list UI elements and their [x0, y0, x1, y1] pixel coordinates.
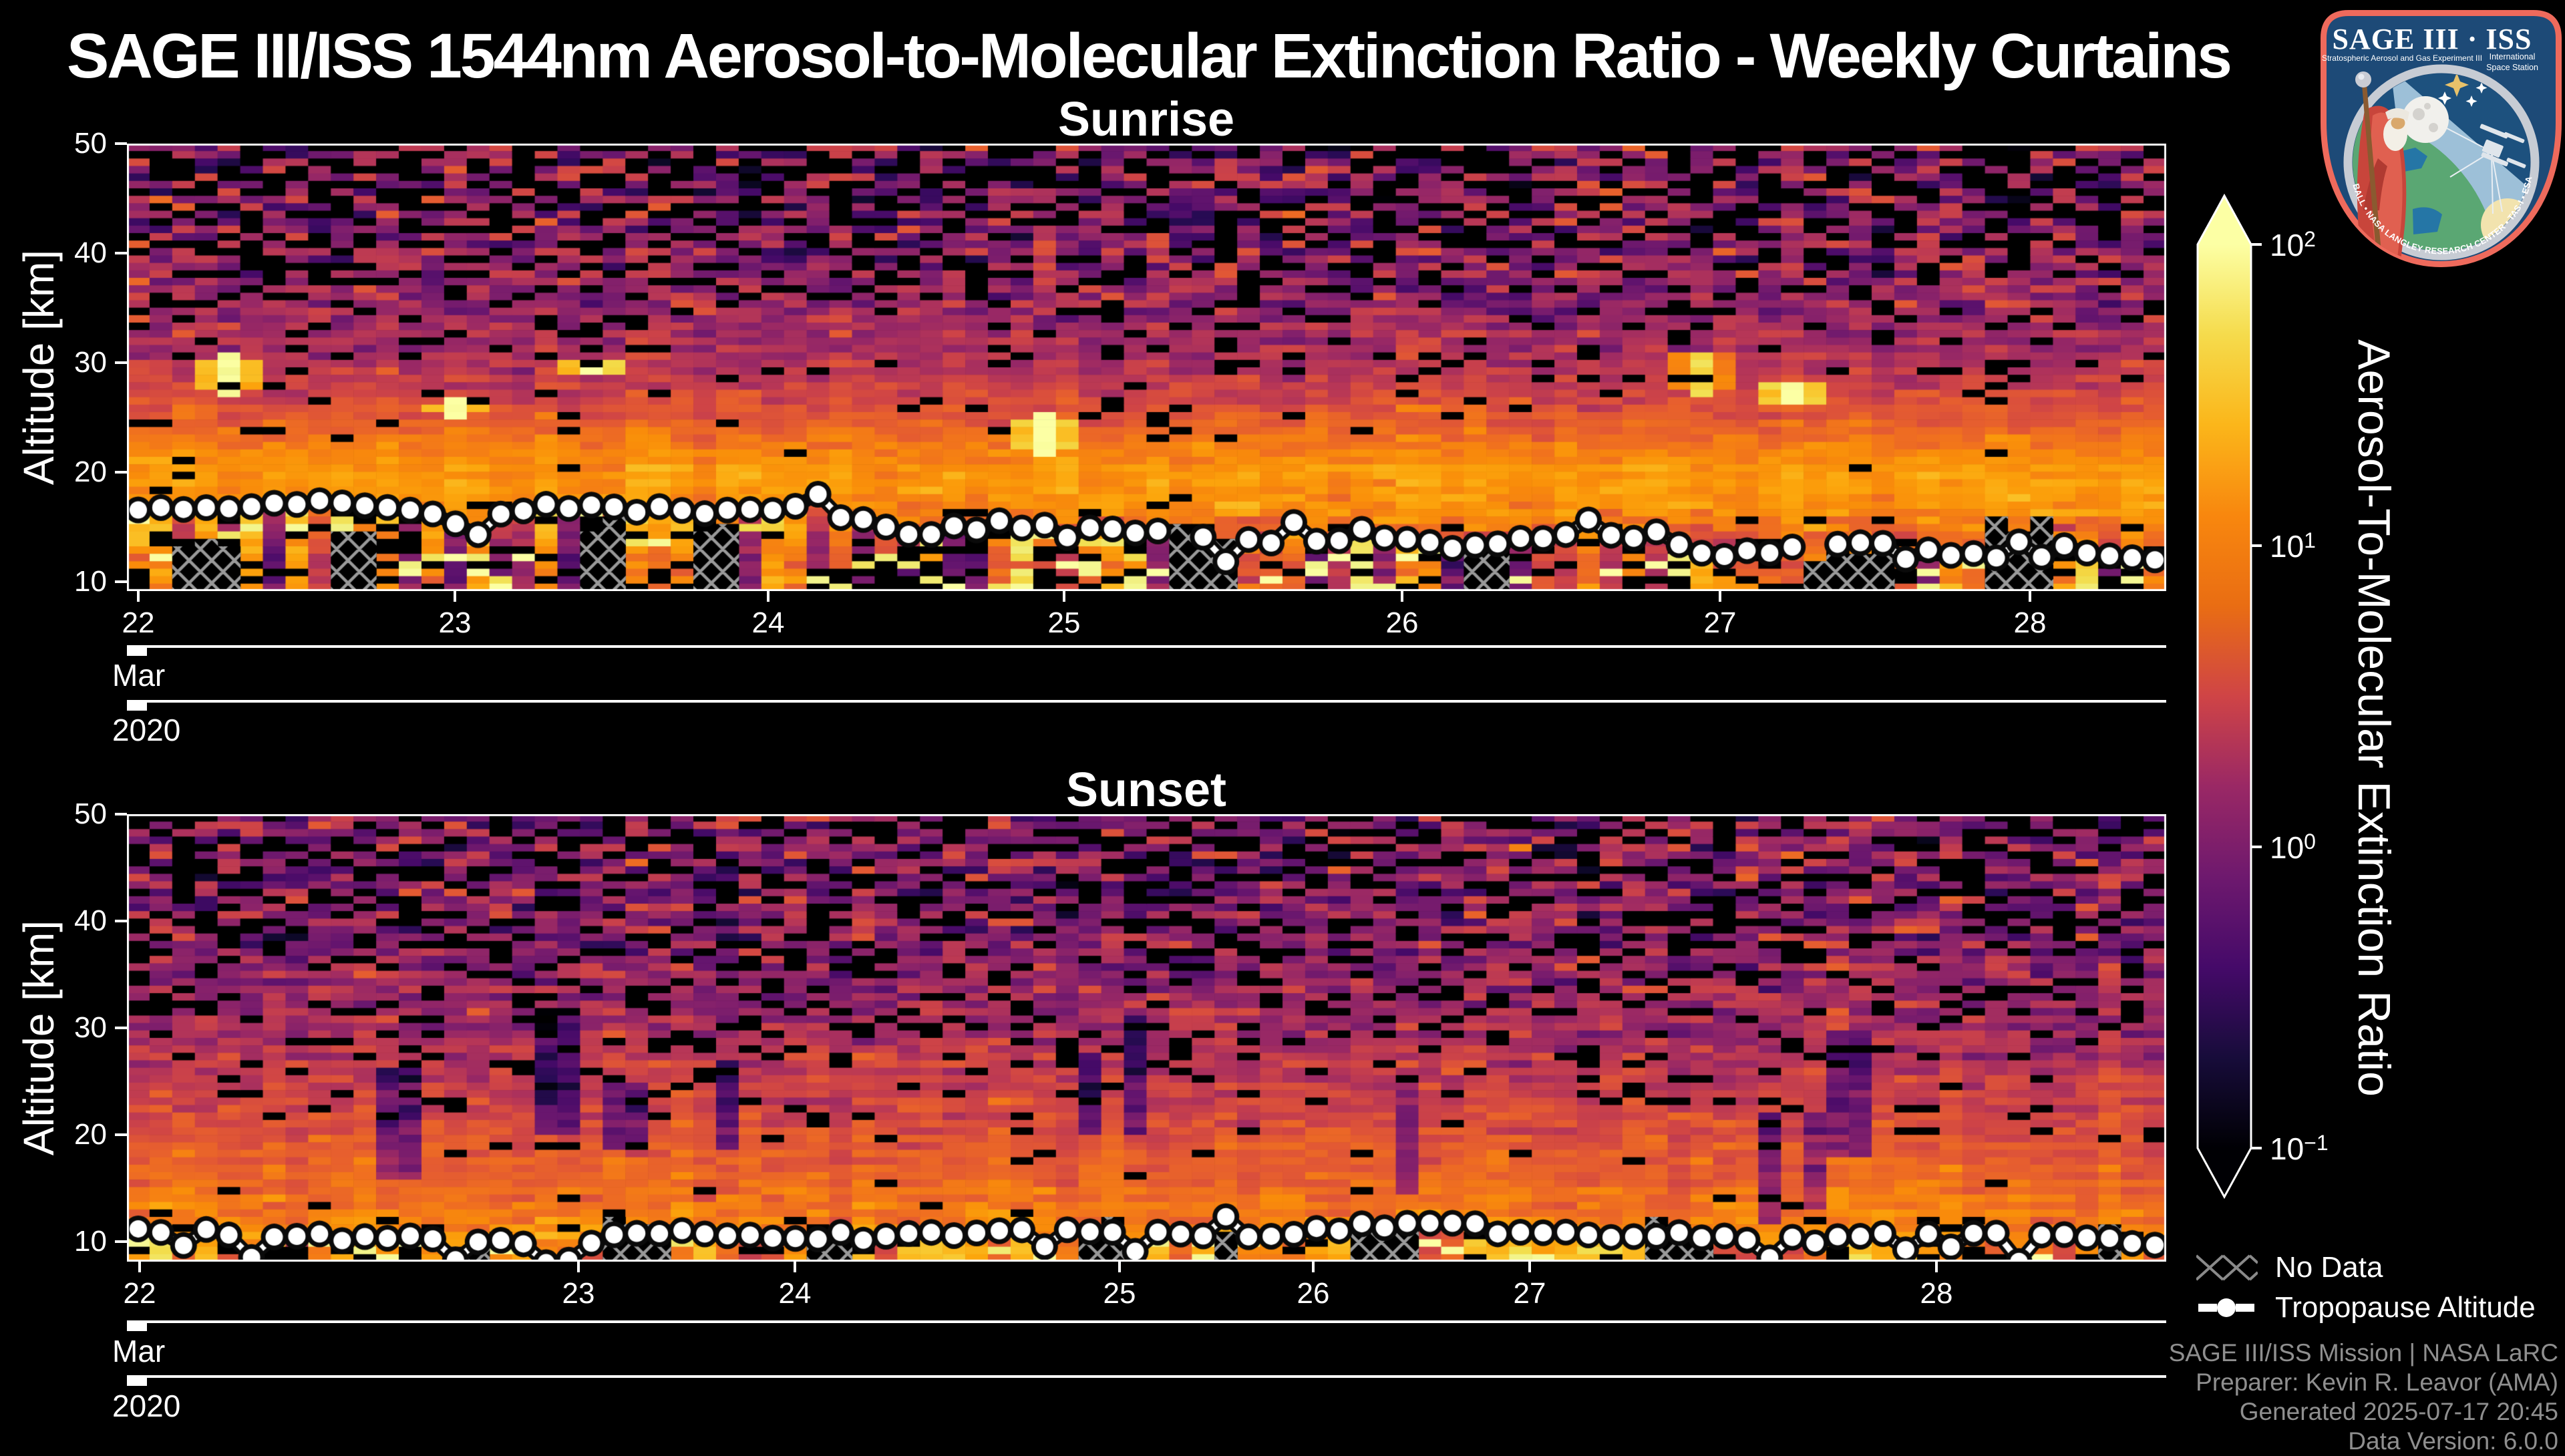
- svg-text:Stratospheric Aerosol and Gas: Stratospheric Aerosol and Gas Experiment…: [2322, 53, 2482, 63]
- svg-text:International: International: [2490, 52, 2536, 61]
- svg-text:Space Station: Space Station: [2486, 63, 2538, 72]
- svg-text:SAGE III · ISS: SAGE III · ISS: [2333, 23, 2532, 55]
